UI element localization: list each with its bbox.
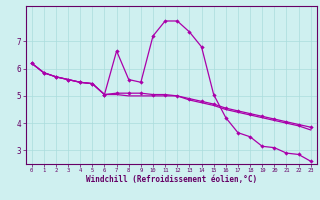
X-axis label: Windchill (Refroidissement éolien,°C): Windchill (Refroidissement éolien,°C) xyxy=(86,175,257,184)
